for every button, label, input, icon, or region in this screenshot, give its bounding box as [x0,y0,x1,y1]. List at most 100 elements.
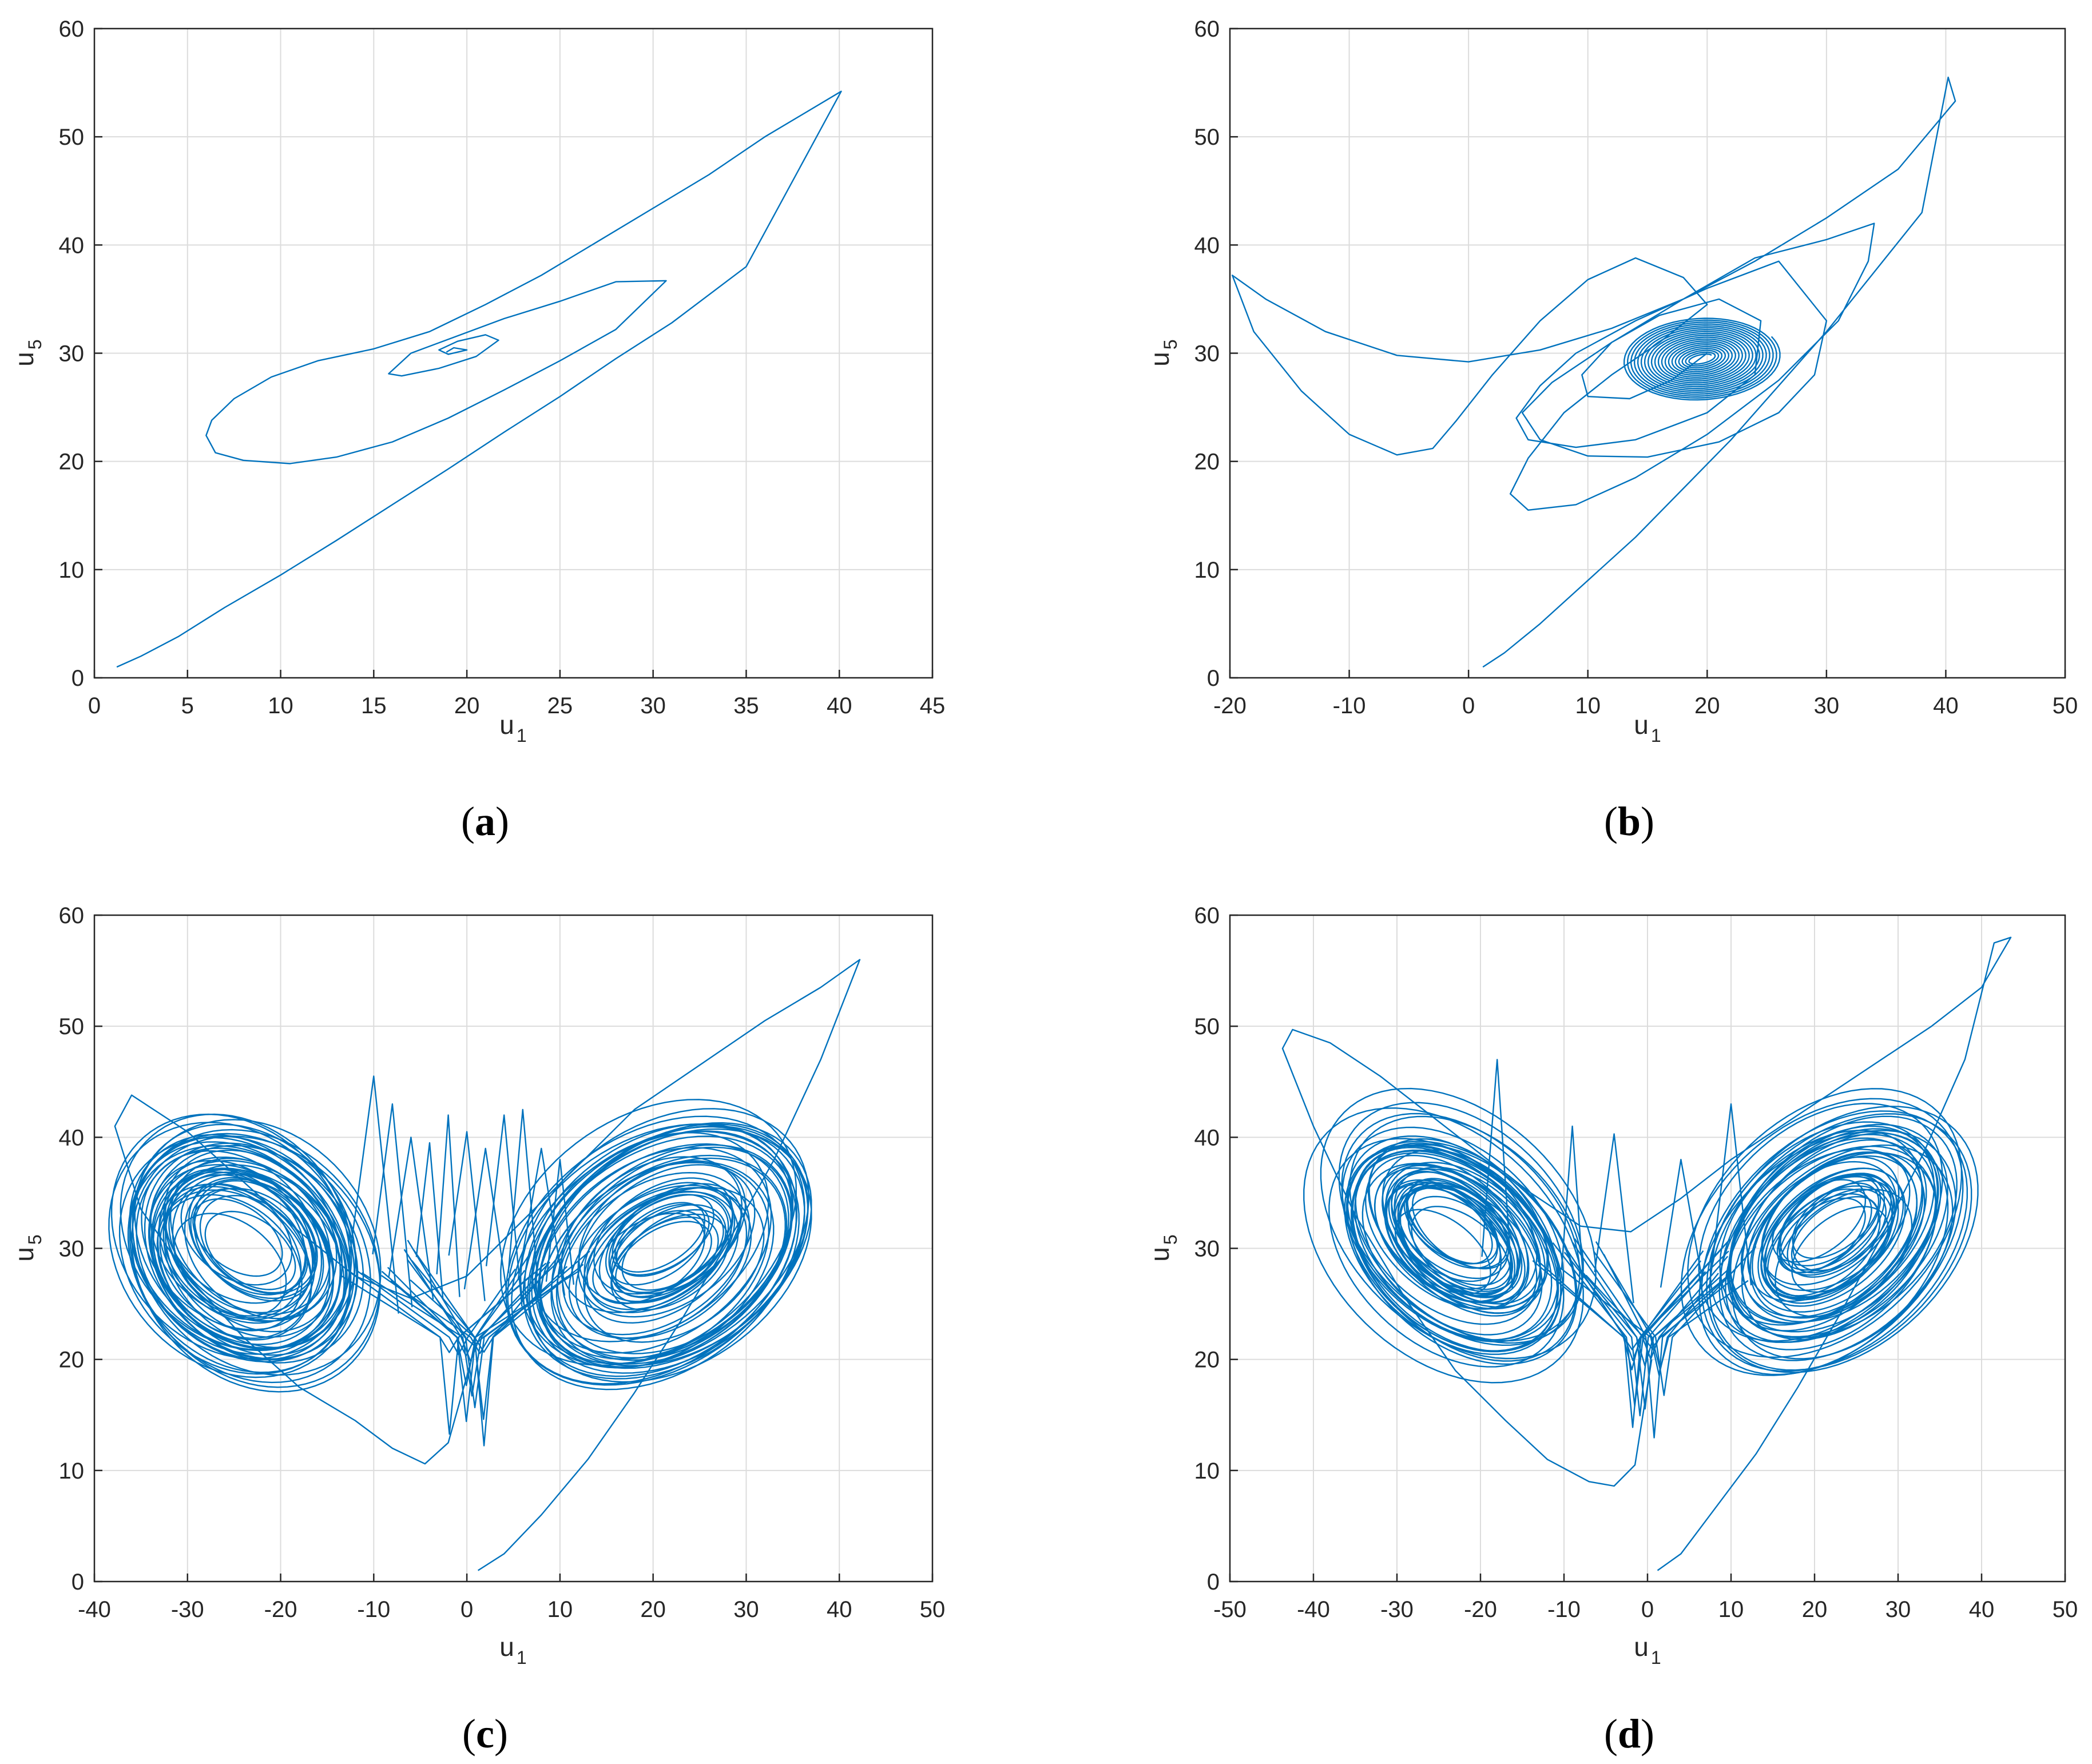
x-tick-label: 45 [920,693,946,718]
y-tick-label: 30 [59,341,85,367]
y-axis-label: u5 [1145,339,1181,366]
series-attractor-loop [1384,1168,1542,1317]
series-attractor-loop [1760,1173,1896,1298]
y-tick-label: 40 [59,233,85,258]
y-tick-label: 0 [1207,1570,1220,1595]
series-attractor-spike [348,1075,399,1314]
x-tick-label: 40 [827,693,852,718]
x-tick-label: -30 [1380,1597,1414,1622]
series-attractor-spike [1594,1133,1634,1304]
series-attractor-loop [1351,1143,1577,1362]
series-attractor-loop [1382,1165,1521,1294]
x-tick-label: 10 [268,693,293,718]
series-attractor-loop [555,1157,786,1361]
grid-lines [94,29,932,678]
series-lines [1231,76,1956,668]
series-attractor-loop [164,1168,306,1304]
series-attractor-loop [129,1129,381,1388]
series-attractor-loop [1341,1126,1565,1342]
series-attractor-loop [156,1189,312,1341]
x-tick-label: -50 [1213,1597,1247,1622]
series-attractor-loop [1698,1103,1943,1342]
series-attractor-cusp [411,1260,584,1447]
x-tick-label: 20 [1694,693,1720,718]
series-attractor-cusp [344,1267,533,1353]
series-attractor-loop [1303,1107,1584,1384]
y-tick-label: 50 [1194,1014,1220,1039]
series-attractor-cusp [1574,1238,1729,1360]
x-tick-label: 35 [733,693,759,718]
series-attractor-cusp [1579,1268,1734,1410]
series-attractor-loop [593,1177,733,1295]
y-tick-labels: 0 10 20 30 40 50 60 [1194,903,1238,1595]
series-trajectory [1281,936,2012,1571]
series-attractor-loop [1698,1131,1949,1376]
y-tick-labels: 0 10 20 30 40 50 60 [59,903,102,1595]
series-attractor-loop [1719,1130,1923,1326]
series-attractor-loop [131,1135,381,1393]
y-tick-label: 60 [1194,17,1220,42]
series-attractor-loop [1780,1175,1881,1267]
series-attractor-spike [517,1147,566,1296]
y-tick-label: 40 [1194,1125,1220,1150]
x-tick-label: 40 [1933,693,1959,718]
series-attractor-loop [1391,1171,1522,1292]
x-tick-label: 0 [1462,693,1475,718]
x-tick-label: 0 [461,1597,473,1622]
panel-label-d: (d) [1604,1711,1654,1757]
series-attractor-spike [372,1103,413,1308]
panel-d: -50 -40 -30 -20 -10 0 10 20 30 40 50 0 10 20 30 40 50 60… [1145,903,2078,1757]
series-attractor-spike [388,1137,434,1300]
y-tick-label: 10 [59,1459,85,1484]
series-attractor-loop [568,1185,748,1339]
series-attractor-loop [190,1187,307,1296]
y-tick-label: 10 [1194,558,1220,583]
y-tick-label: 30 [59,1237,85,1262]
series-attractor-loop [1407,1178,1509,1269]
panel-label-b: (b) [1604,798,1654,844]
series-attractor-loop [118,1137,352,1375]
y-tick-labels: 0 10 20 30 40 50 60 [1194,17,1238,691]
x-tick-labels: -40 -30 -20 -10 0 10 20 30 40 50 [78,1574,945,1622]
series-attractor-cusp [1537,1260,1702,1370]
y-tick-label: 40 [59,1125,85,1150]
y-tick-label: 20 [59,1348,85,1373]
series-attractor-cusp [1603,1254,1727,1439]
series-spiral [1623,317,1781,401]
series-attractor-loop [583,1191,739,1324]
series-attractor-loop [1792,1182,1880,1260]
series-attractor-loop [1726,1149,1918,1332]
series-attractor-loop [583,1182,736,1310]
series-attractor-loop [1729,1125,1935,1324]
series-attractor-loop [1741,1133,1939,1322]
series-attractor-loop [136,1147,347,1361]
series-trajectory [1231,76,1956,668]
y-tick-label: 50 [1194,125,1220,150]
series-attractor-loop [1778,1174,1885,1271]
y-tick-label: 0 [72,666,84,691]
series-attractor-spike [485,1114,523,1307]
series-attractor-cusp [1532,1250,1729,1350]
y-tick-label: 40 [1194,233,1220,258]
x-tick-label: 30 [1885,1597,1911,1622]
series-attractor-loop [586,1190,732,1313]
series-attractor-loop [531,1125,809,1374]
x-tick-label: 20 [640,1597,666,1622]
y-tick-label: 60 [59,903,85,928]
series-attractor-loop [173,1213,287,1317]
series-attractor-loop [540,1162,770,1365]
series-attractor-loop [527,1135,797,1377]
series-attractor-spike [1710,1103,1752,1286]
series-attractor-loop [1761,1156,1900,1286]
series-attractor-spike [507,1109,538,1275]
y-tick-label: 50 [59,125,85,150]
series-attractor-loop [500,1099,797,1366]
x-tick-label: -40 [1297,1597,1330,1622]
series-attractor-loop [108,1122,358,1378]
series-attractor-loop [592,1212,705,1305]
